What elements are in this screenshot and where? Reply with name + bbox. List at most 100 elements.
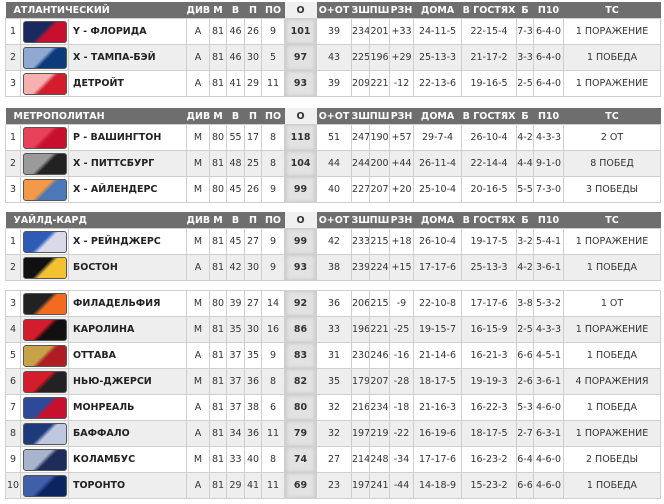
column-header[interactable]: ЗШ: [351, 212, 370, 229]
team-logo-cell: [20, 420, 69, 447]
column-header[interactable]: РЗН: [389, 108, 414, 125]
column-header[interactable]: В ГОСТЯХ: [461, 2, 517, 19]
stat-cell: 219: [369, 420, 390, 447]
table-row[interactable]: 3 ФИЛАДЕЛЬФИЯ M 80 39 27 14 92 36 206 215 -9 22-10-8…: [5, 290, 661, 317]
column-header[interactable]: П: [244, 2, 262, 19]
column-header[interactable]: ПО: [261, 212, 285, 229]
table-row[interactable]: 7 МОНРЕАЛЬ A 81 37 38 6 80 32 216 234 -18 21-16-3 16-…: [5, 394, 661, 421]
column-header[interactable]: М: [209, 2, 227, 19]
column-header[interactable]: ДОМА: [413, 108, 462, 125]
team-name[interactable]: X - АЙЛЕНДЕРС: [67, 176, 188, 203]
column-header[interactable]: В: [226, 2, 245, 19]
table-row[interactable]: 8 БАФФАЛО A 81 34 36 11 79 32 197 219 -22 16-19-6 18-…: [5, 420, 661, 447]
column-header[interactable]: В: [226, 212, 245, 229]
rank: 3: [5, 290, 21, 317]
stat-cell: 51: [316, 124, 353, 151]
table-row[interactable]: 1 Y - ФЛОРИДА A 81 46 26 9 101 39 234 201 +33 24-11-…: [5, 18, 662, 45]
team-logo-cell: [20, 44, 69, 71]
table-row[interactable]: 10 ТОРОНТО A 81 29 41 11 69 23 197 241 -44 14-18-9 15…: [5, 472, 661, 499]
column-header[interactable]: ТС: [563, 212, 661, 229]
team-logo-icon: [23, 256, 67, 279]
column-header[interactable]: О: [284, 212, 317, 229]
column-header[interactable]: РЗН: [389, 212, 414, 229]
column-header[interactable]: ДИВ: [186, 212, 210, 229]
column-header[interactable]: РЗН: [389, 2, 414, 19]
column-header[interactable]: П: [244, 108, 262, 125]
team-name[interactable]: ОТТАВА: [68, 342, 187, 369]
stat-cell: 81: [209, 228, 227, 255]
column-header[interactable]: ТС: [563, 2, 661, 19]
team-name[interactable]: Y - ФЛОРИДА: [67, 18, 188, 45]
column-header[interactable]: Б: [516, 108, 534, 125]
table-row[interactable]: 2 БОСТОН A 81 42 30 9 93 38 239 224 +15 17-17-6 25-13…: [5, 254, 661, 281]
column-header[interactable]: Б: [516, 212, 534, 229]
table-row[interactable]: 5 ОТТАВА A 81 37 35 9 83 31 230 246 -16 21-14-6 16-21…: [5, 342, 661, 369]
column-header[interactable]: О: [284, 2, 317, 19]
team-name[interactable]: БОСТОН: [68, 254, 187, 281]
column-header[interactable]: М: [209, 212, 227, 229]
stat-points: 82: [284, 368, 317, 395]
column-header[interactable]: М: [209, 108, 227, 125]
team-name[interactable]: X - ПИТТСБУРГ: [67, 150, 188, 177]
table-row[interactable]: 2 X - ТАМПА-БЭЙ A 81 46 30 5 97 43 225 196 +29 25-13…: [5, 44, 662, 71]
team-name[interactable]: ФИЛАДЕЛЬФИЯ: [68, 290, 187, 317]
column-header[interactable]: В ГОСТЯХ: [461, 212, 517, 229]
column-header[interactable]: Б: [516, 2, 534, 19]
column-header[interactable]: О+ОТ: [316, 2, 352, 19]
table-row[interactable]: 9 КОЛАМБУС M 81 33 40 8 74 27 214 248 -34 17-17-6 16-…: [5, 446, 661, 473]
team-name[interactable]: ТОРОНТО: [68, 472, 187, 499]
stat-cell: 4-2: [516, 124, 535, 151]
stat-cell: 81: [209, 70, 228, 97]
team-name[interactable]: МОНРЕАЛЬ: [68, 394, 187, 421]
stat-cell: 16-23-2: [461, 446, 517, 473]
team-name[interactable]: X - РЕЙНДЖЕРС: [68, 228, 187, 255]
stat-cell: 6-4-0: [533, 18, 565, 45]
stat-cell: 206: [351, 290, 370, 317]
table-row[interactable]: 6 НЬЮ-ДЖЕРСИ M 81 37 36 8 82 35 179 207 -28 18-17-5 1…: [5, 368, 661, 395]
table-row[interactable]: 4 КАРОЛИНА M 81 35 30 16 86 33 196 221 -25 19-15-7 16…: [5, 316, 661, 343]
column-header[interactable]: П: [244, 212, 262, 229]
team-name[interactable]: X - ТАМПА-БЭЙ: [67, 44, 188, 71]
column-header[interactable]: ПО: [261, 108, 285, 125]
team-name[interactable]: P - ВАШИНГТОН: [67, 124, 188, 151]
team-name[interactable]: НЬЮ-ДЖЕРСИ: [68, 368, 187, 395]
column-header[interactable]: П10: [533, 212, 564, 229]
rank: 2: [5, 254, 21, 281]
column-header[interactable]: П10: [533, 2, 564, 19]
column-header[interactable]: ПШ: [369, 212, 390, 229]
stat-cell: +33: [389, 18, 415, 45]
column-header[interactable]: ДОМА: [413, 212, 462, 229]
stat-cell: 40: [244, 446, 262, 473]
team-name[interactable]: ДЕТРОЙТ: [67, 70, 188, 97]
column-header[interactable]: О+ОТ: [316, 212, 352, 229]
team-name[interactable]: КОЛАМБУС: [68, 446, 187, 473]
stat-cell: 25-10-4: [413, 176, 463, 203]
table-row[interactable]: 3 ДЕТРОЙТ A 81 41 29 11 93 39 209 221 -12 22-13-6 19-…: [5, 70, 662, 97]
column-header[interactable]: О: [284, 108, 317, 125]
stat-points: 118: [284, 124, 318, 151]
table-row[interactable]: 2 X - ПИТТСБУРГ M 81 48 25 8 104 44 244 200 +44 26-1…: [5, 150, 662, 177]
column-header[interactable]: ЗШ: [351, 2, 370, 19]
column-header[interactable]: П10: [533, 108, 564, 125]
stat-cell: 80: [209, 124, 228, 151]
stat-cell: +44: [389, 150, 415, 177]
stat-cell: 6-4-0: [533, 44, 565, 71]
column-header[interactable]: ЗШ: [351, 108, 370, 125]
stat-cell: 16-15-9: [461, 316, 517, 343]
column-header[interactable]: ПШ: [369, 2, 390, 19]
column-header[interactable]: ДИВ: [186, 108, 210, 125]
column-header[interactable]: О+ОТ: [316, 108, 352, 125]
column-header[interactable]: ПО: [261, 2, 285, 19]
team-name[interactable]: КАРОЛИНА: [68, 316, 187, 343]
column-header[interactable]: В ГОСТЯХ: [461, 108, 517, 125]
table-row[interactable]: 1 P - ВАШИНГТОН M 80 55 17 8 118 51 247 190 +57 29-7…: [5, 124, 662, 151]
column-header[interactable]: ДОМА: [413, 2, 462, 19]
team-name[interactable]: БАФФАЛО: [68, 420, 187, 447]
column-header[interactable]: ПШ: [369, 108, 390, 125]
stat-cell: 37: [226, 342, 245, 369]
column-header[interactable]: ТС: [563, 108, 661, 125]
column-header[interactable]: В: [226, 108, 245, 125]
column-header[interactable]: ДИВ: [186, 2, 210, 19]
